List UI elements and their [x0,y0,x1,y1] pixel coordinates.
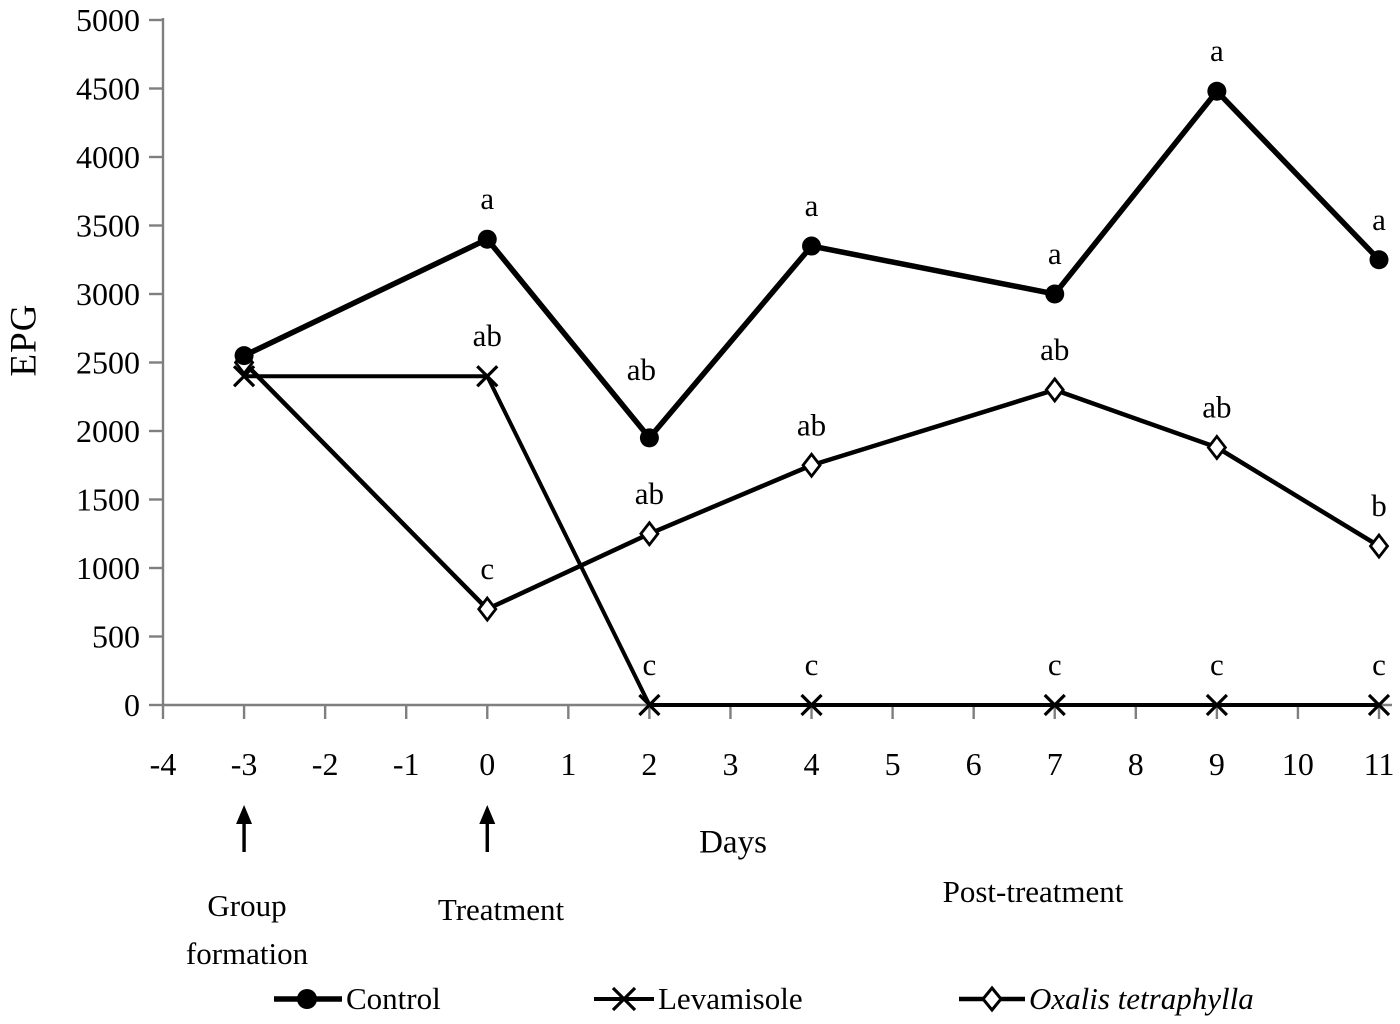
sig-letter: ab [473,318,502,353]
sig-letter: ab [1202,389,1231,424]
sig-letter: a [805,188,819,223]
y-tick-label: 2000 [76,413,140,449]
control-point-marker [1207,81,1227,101]
x-tick-label: 7 [1047,746,1063,782]
event-label-group-formation: Group formation [185,888,309,972]
sig-letter: c [480,551,494,586]
control-point-marker [477,229,497,249]
levamisole-point-marker [1367,693,1391,717]
legend-item-oxalis-tetraphylla: Oxalis tetraphylla [957,976,1254,1022]
y-tick-label: 1000 [76,550,140,586]
x-tick-label: 8 [1128,746,1144,782]
levamisole-point-marker [1043,693,1066,717]
x-tick-label: 0 [479,746,495,782]
sig-letter: b [1371,488,1387,523]
levamisole-point-marker [232,365,256,388]
control-point-marker [1045,284,1065,304]
x-tick-label: -4 [150,746,177,782]
y-tick-label: 3000 [76,276,140,312]
x-tick-label: 10 [1282,746,1314,782]
sig-letter: a [1210,33,1224,68]
sig-letter: c [643,647,657,682]
legend-label-control: Control [346,981,441,1016]
x-tick-label: 4 [804,746,820,782]
legend-item-control: Control [272,976,441,1022]
oxalis-point-marker [639,520,660,548]
levamisole-point-marker [800,693,823,717]
levamisole-point-marker [476,365,499,388]
legend-marker-levamisole-x-cross-icon [594,986,654,1012]
sig-letter: a [480,181,494,216]
legend-marker-control-filled-circle-icon [274,989,342,1009]
sig-letter: ab [627,352,656,387]
x-tick-label: -3 [231,746,258,782]
x-tick-label: 11 [1364,746,1395,782]
oxalis-point-marker [1206,434,1228,461]
x-tick-label: 3 [722,746,738,782]
sig-letter: c [1372,647,1386,682]
control-point-marker [1369,250,1389,270]
chart-plot-area: 0 500 1000 1500 2000 2500 3000 3500 4000 4500 5000… [76,2,1395,852]
y-tick-label: 2500 [76,345,140,381]
y-tick-label: 0 [124,687,140,723]
levamisole-point-marker [1205,693,1228,717]
y-tick-label: 4000 [76,139,140,175]
x-tick-label: -1 [393,746,420,782]
legend-label-oxalis-tetraphylla: Oxalis tetraphylla [1029,981,1254,1016]
sig-letter: c [805,647,819,682]
sig-letter: c [1048,647,1062,682]
legend-label-levamisole: Levamisole [658,981,803,1016]
x-tick-label: 9 [1209,746,1225,782]
oxalis-point-marker [1044,376,1066,404]
event-arrow-head [236,805,253,824]
sig-letter: ab [797,407,826,442]
y-tick-label: 1500 [76,482,140,518]
x-tick-label: 6 [966,746,982,782]
sig-letter: c [1210,647,1224,682]
x-tick-label: 1 [560,746,576,782]
legend-marker-oxalis-open-diamond-icon [959,985,1025,1013]
x-tick-label: -2 [312,746,339,782]
y-tick-label: 4500 [76,71,140,107]
sig-letter: ab [1040,332,1069,367]
y-tick-label: 3500 [76,208,140,244]
y-axis-title: EPG [3,303,45,377]
oxalis-point-marker [1368,532,1390,560]
phase-label-post-treatment: Post-treatment [942,874,1124,909]
event-arrow-head [479,805,496,824]
y-tick-label: 500 [92,619,140,655]
control-point-marker [639,428,659,448]
sig-letter: ab [635,476,664,511]
levamisole-point-marker [638,693,661,717]
y-tick-label: 5000 [76,2,140,38]
control-point-marker [234,346,254,366]
oxalis-point-marker [801,451,822,479]
x-axis-title: Days [699,824,767,861]
series-line-control [242,87,1381,443]
x-tick-label: 2 [641,746,657,782]
event-label-treatment: Treatment [437,892,565,927]
control-point-marker [802,236,822,256]
x-tick-label: 5 [885,746,901,782]
oxalis-point-marker [476,595,498,623]
sig-letter: a [1372,202,1386,237]
sig-letter: a [1048,236,1062,271]
legend-item-levamisole: Levamisole [592,976,803,1022]
